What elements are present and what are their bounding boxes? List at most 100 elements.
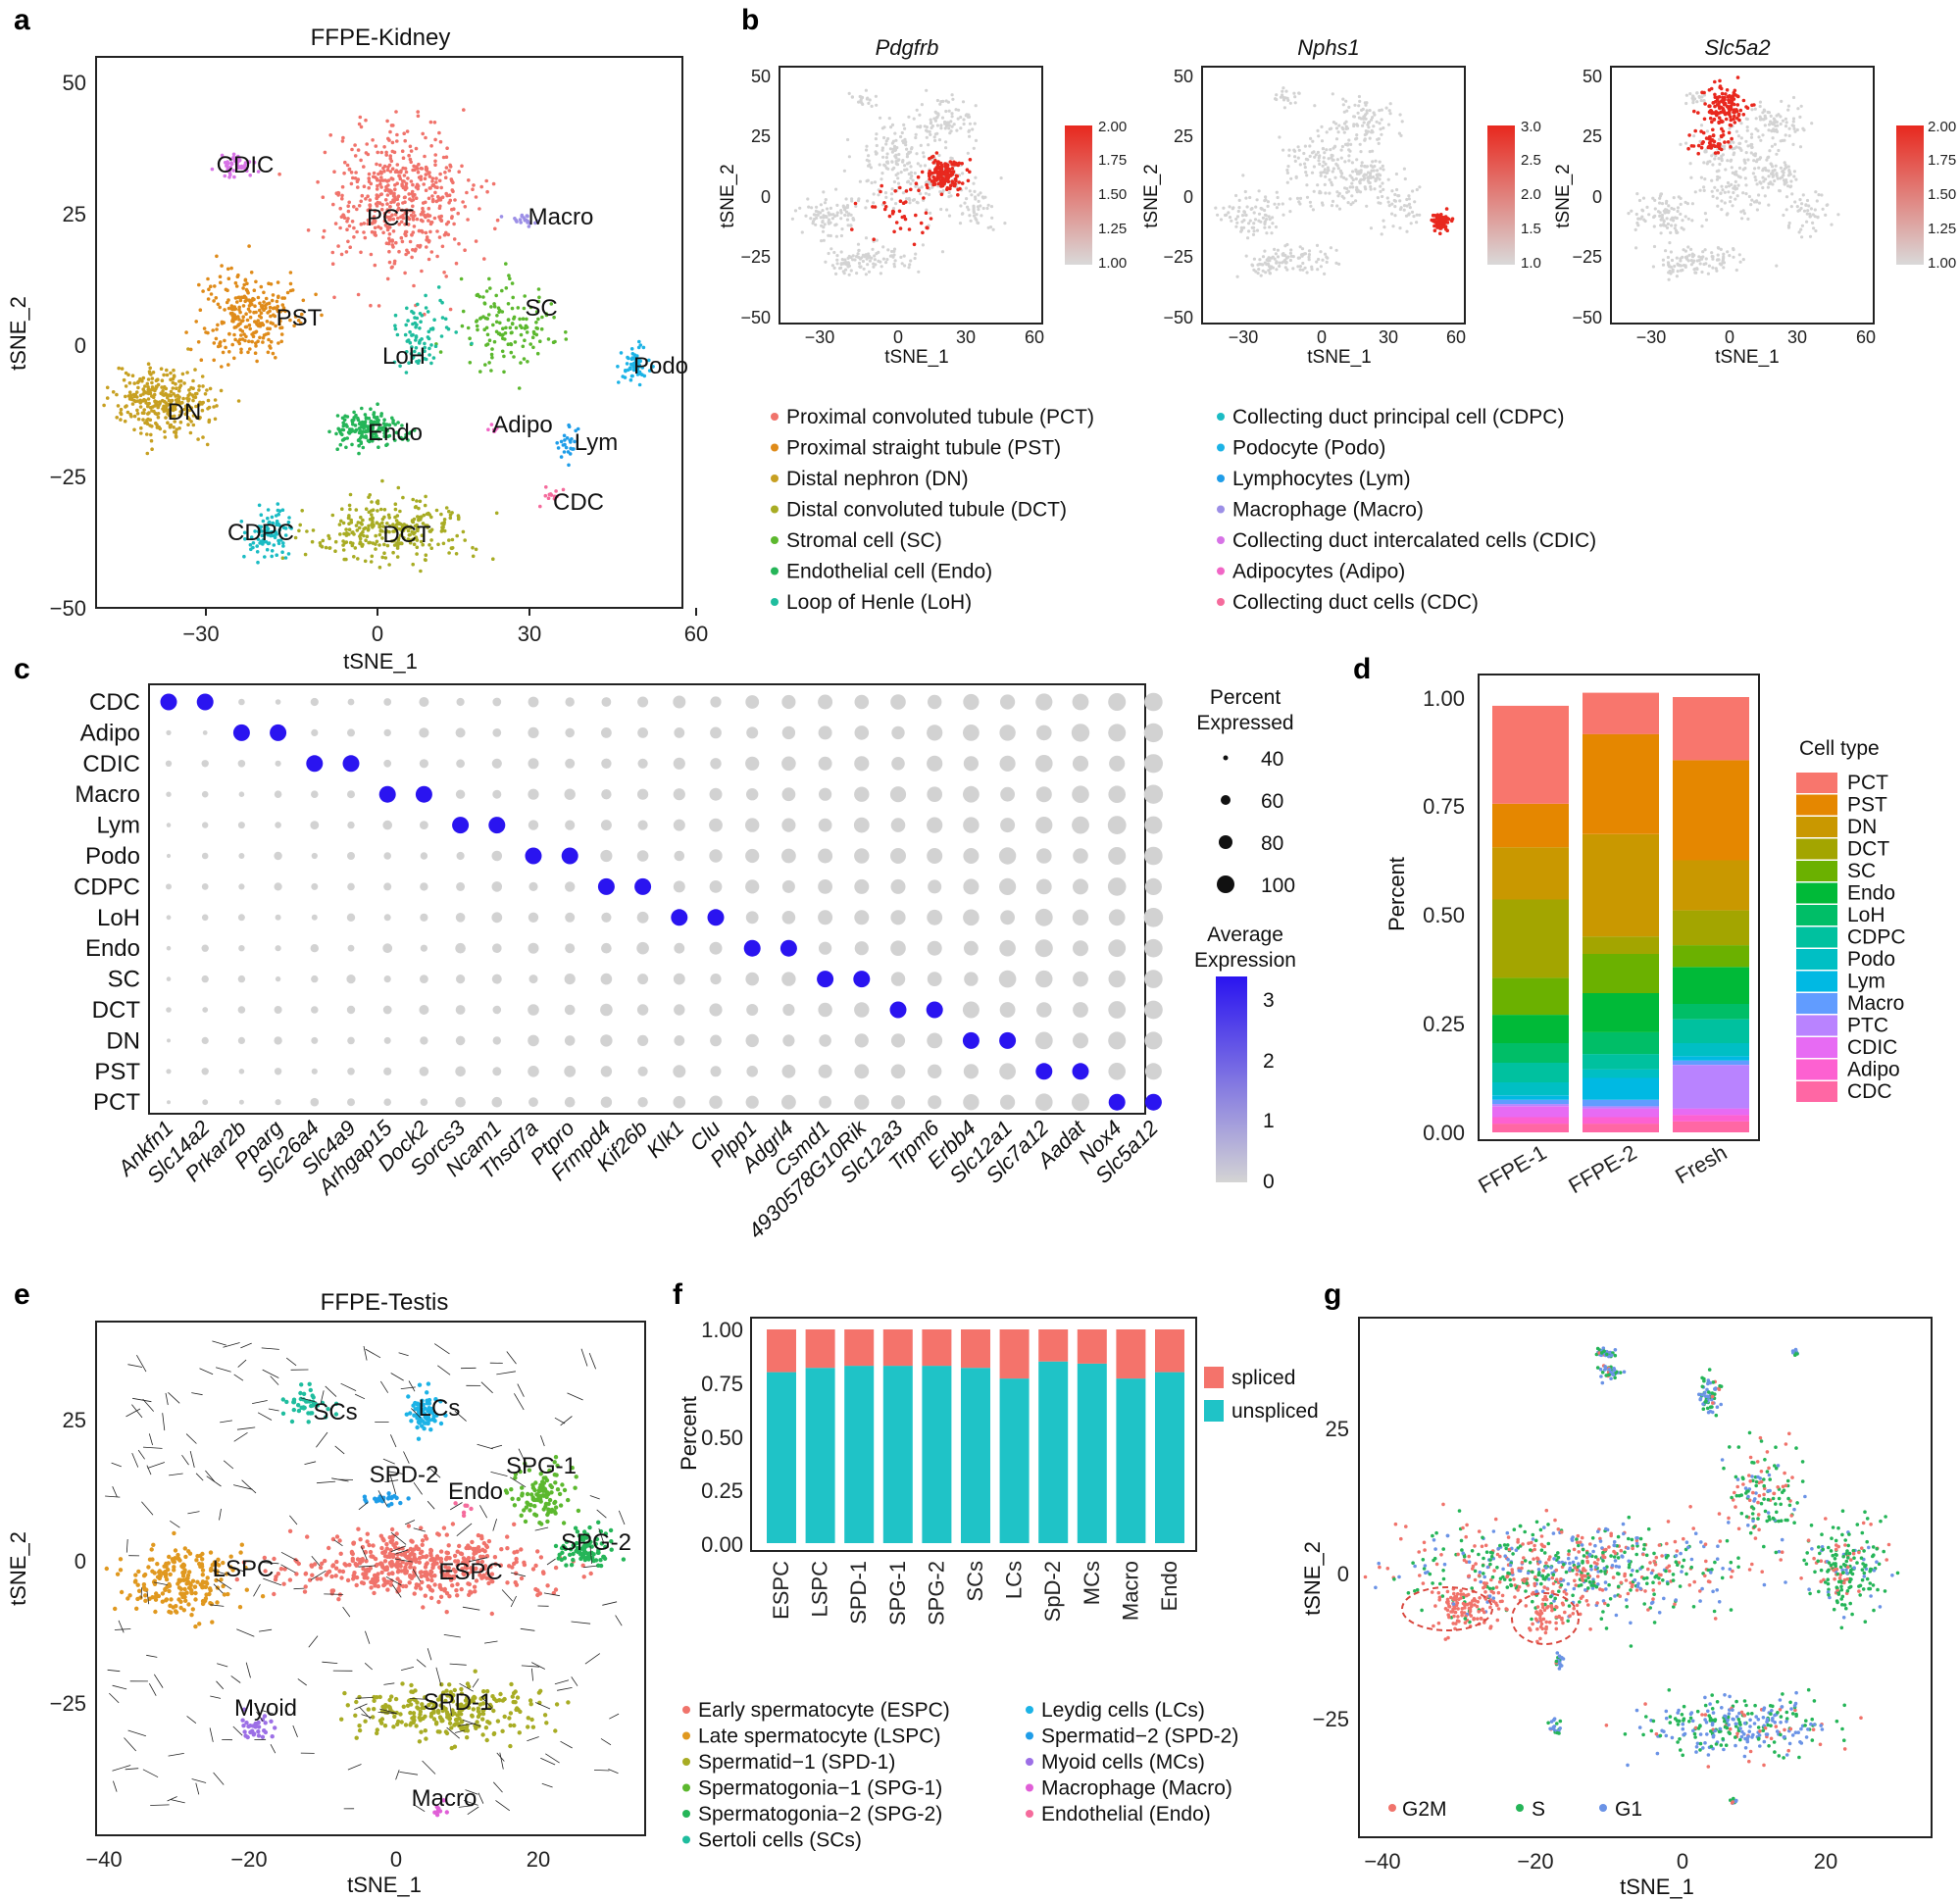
b-bg-point [1666,255,1670,260]
b-bg-point [1784,178,1788,182]
a-point [370,554,375,559]
d-bar-segment [1583,1124,1659,1132]
c-dot [1000,818,1016,833]
a-point [447,169,452,173]
b-bg-point [972,205,976,210]
a-point [357,525,362,530]
b-bg-point [1344,177,1348,181]
legend-b-swatch [1217,505,1225,514]
c-dot [963,693,980,711]
c-dot [492,943,502,953]
legend-b-swatch [1217,567,1225,575]
b-bg-point [1304,157,1308,161]
b-bg-point [944,124,949,127]
b-hot-point [1700,90,1704,95]
b-hot-point [898,226,903,230]
a-point [404,233,408,237]
c-dot [166,823,172,827]
b-bg-point [967,208,971,212]
b-bg-point [910,146,914,150]
b-bg-point [868,259,873,263]
b-bg-point [822,225,826,229]
b-bg-point [1297,200,1301,204]
legend-b-item: Macrophage (Macro) [1232,499,1424,522]
c-dot [710,758,722,770]
a-point [255,359,259,364]
panel-e-title: FFPE-Testis [321,1289,449,1316]
legend-b-item: Loop of Henle (LoH) [786,591,972,614]
b-hot-point [1729,124,1734,127]
a-point [268,305,273,310]
b-bg-point [1303,162,1307,166]
a-point [173,420,176,424]
c-dot [1000,786,1015,802]
b1-ytick-3: −25 [740,247,771,267]
b-hot-point [1725,88,1730,92]
b-bg-point [1809,207,1813,211]
a-point [268,344,272,348]
a-point [311,528,316,532]
d-bar-segment [1673,1056,1749,1061]
b-bg-point [1325,171,1329,175]
b-bg-point [918,125,923,129]
a-point [177,426,181,430]
legend-b-item: Podocyte (Podo) [1232,437,1385,460]
a-point [416,110,421,114]
a-point [385,442,389,447]
b-bg-point [1357,104,1361,108]
a-point [626,355,629,360]
c-dot [166,915,172,921]
b-bg-point [1737,141,1741,145]
b-bg-point [1786,224,1791,227]
a-point [528,342,532,346]
c-dot [238,1099,244,1105]
b-hot-point [1711,111,1716,115]
a-point [264,540,269,544]
c-dot [782,1034,795,1047]
c-dot [455,1066,466,1077]
b-bg-point [1771,175,1775,178]
a-point [169,371,173,375]
b1-ytick-4: −50 [740,308,771,327]
b-bg-point [1365,109,1369,113]
b-bg-point [1731,204,1734,208]
c-dot [1143,754,1163,774]
a-point [370,500,374,504]
b-bg-point [1761,133,1765,137]
a-point [438,204,442,209]
b-hot-point [879,183,883,188]
a-point [430,183,435,187]
a-point [248,326,252,331]
b-bg-point [1668,269,1672,274]
a-point [201,384,205,388]
feature-plot-slc5a2: Slc5a2 50 25 0 −25 −50 −30 0 30 60 tSNE_… [1553,35,1956,368]
a-series-endo [327,402,417,456]
b-bg-point [1379,167,1382,171]
b-bg-point [1661,263,1666,267]
b-bg-point [821,209,825,213]
c-dot [528,1004,539,1016]
b-bg-point [1320,201,1325,205]
b-bg-point [1800,224,1804,227]
a-point [440,525,444,529]
b-bg-point [845,204,850,208]
a-point [244,325,249,329]
a-point [373,263,377,268]
a-point [536,317,540,322]
a-point [513,340,518,344]
d-bar-segment [1583,1117,1659,1125]
a-point [571,447,575,451]
a-point [419,320,423,325]
a-point [178,420,183,425]
c-dot [383,698,392,706]
a-point [434,176,438,180]
b-bg-point [864,236,869,240]
a-point [553,339,557,344]
c-dot [346,975,356,984]
a-point [405,306,409,311]
a-point [382,508,387,512]
a-point [371,424,376,428]
b-bg-point [1770,144,1774,148]
a-point [468,361,473,365]
c-dot [492,728,502,737]
